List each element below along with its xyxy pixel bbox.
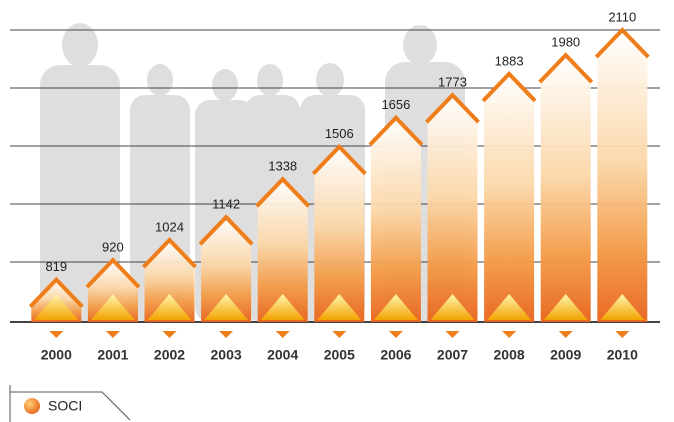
bar-cap	[142, 237, 197, 269]
value-label: 2110	[608, 9, 636, 24]
x-tick-marker	[558, 331, 573, 338]
x-tick-marker	[388, 331, 403, 338]
bar-cap	[85, 257, 141, 289]
value-label: 1338	[268, 159, 297, 174]
x-tick-marker	[615, 331, 630, 338]
bar	[144, 240, 195, 322]
bar-cap	[255, 176, 311, 208]
value-label: 1506	[325, 126, 354, 141]
bar	[540, 55, 591, 323]
bar-cap	[425, 92, 480, 124]
bar-gem	[90, 294, 135, 320]
value-label: 920	[102, 240, 124, 255]
bar-cap	[481, 71, 537, 103]
bar-gem	[430, 294, 475, 320]
bar-cap	[368, 114, 424, 147]
x-tick-label: 2005	[324, 347, 355, 363]
legend-swatch	[24, 398, 40, 414]
bar-gem	[147, 294, 192, 320]
bar-gem	[317, 294, 362, 320]
value-label: 1024	[155, 219, 184, 234]
x-tick-marker	[49, 331, 64, 338]
x-tick-label: 2002	[154, 347, 185, 363]
bar-cap	[198, 214, 254, 246]
bar-gem	[34, 294, 79, 320]
bar-gem	[204, 294, 249, 320]
bar	[314, 146, 365, 322]
x-tick-label: 2008	[494, 347, 525, 363]
bar	[201, 217, 252, 322]
value-label: 1142	[212, 197, 240, 212]
legend: SOCI	[9, 385, 131, 422]
bar-cap	[28, 276, 84, 309]
bar	[257, 179, 308, 322]
x-tick-marker	[445, 331, 460, 338]
bar-gem	[373, 294, 418, 320]
x-tick-label: 2004	[267, 347, 298, 363]
bar	[370, 117, 421, 322]
bar-gem	[487, 294, 532, 320]
x-tick-marker	[105, 331, 120, 338]
x-tick-marker	[502, 331, 517, 338]
x-tick-label: 2000	[41, 347, 72, 363]
bar-gem	[260, 294, 305, 320]
value-label: 1773	[438, 75, 467, 90]
x-tick-marker	[219, 331, 234, 338]
legend-frame	[9, 385, 131, 422]
x-tick-marker	[332, 331, 347, 338]
value-label: 819	[45, 259, 67, 274]
x-tick-label: 2010	[607, 347, 638, 363]
bar-cap	[311, 143, 367, 176]
bar-cap	[538, 52, 594, 84]
bar-cap	[594, 27, 650, 59]
bar-gem	[600, 294, 645, 320]
value-label: 1980	[551, 35, 580, 50]
bar	[597, 30, 648, 322]
x-tick-label: 2009	[550, 347, 581, 363]
x-tick-marker	[275, 331, 290, 338]
x-tick-label: 2006	[380, 347, 411, 363]
x-tick-label: 2003	[211, 347, 242, 363]
value-label: 1656	[381, 97, 410, 112]
x-tick-label: 2001	[97, 347, 128, 363]
bar	[484, 73, 535, 322]
legend-label: SOCI	[48, 398, 82, 414]
x-tick-label: 2007	[437, 347, 468, 363]
bar-gem	[543, 294, 588, 320]
x-tick-marker	[162, 331, 177, 338]
value-label: 1883	[495, 53, 524, 68]
bar	[427, 95, 478, 322]
